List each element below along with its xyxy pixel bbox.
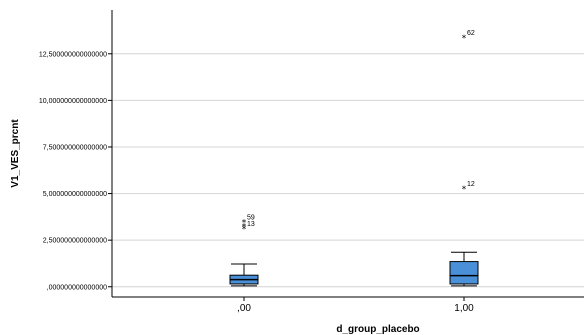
y-tick-labels: ,000000000000000 2,500000000000000 5,00000… — [39, 51, 107, 291]
outlier-point: * — [462, 185, 467, 195]
outlier-label: 59 — [247, 215, 255, 222]
y-axis-title: V1_VES_prcnt — [10, 119, 21, 188]
outlier-point: * — [242, 225, 247, 235]
outlier-label: 12 — [467, 181, 475, 188]
box-group: *59**13 — [229, 215, 259, 287]
y-tick-label: 12,500000000000000 — [39, 51, 107, 58]
box-groups: *59**13*62*12 — [229, 30, 479, 287]
outlier-point: * — [242, 219, 247, 229]
y-tick-label: 5,000000000000000 — [43, 191, 107, 198]
y-tick-label: 2,500000000000000 — [43, 238, 107, 245]
x-axis-title: d_group_placebo — [336, 324, 419, 335]
x-tick-labels: ,00 1,00 — [237, 303, 474, 314]
outlier-point: * — [242, 222, 247, 232]
grid-lines — [112, 53, 584, 288]
x-tick-label: ,00 — [237, 303, 251, 314]
outlier-label: 13 — [247, 221, 255, 228]
axes — [108, 10, 584, 301]
box-group: *62*12 — [449, 30, 479, 287]
outlier-point: * — [462, 34, 467, 44]
outlier-label: 62 — [467, 30, 475, 37]
box-iqr — [449, 261, 479, 285]
y-tick-label: 7,500000000000000 — [43, 144, 107, 151]
y-tick-label: 10,000000000000000 — [39, 98, 107, 105]
x-tick-label: 1,00 — [454, 303, 474, 314]
y-tick-label: ,000000000000000 — [47, 284, 107, 291]
